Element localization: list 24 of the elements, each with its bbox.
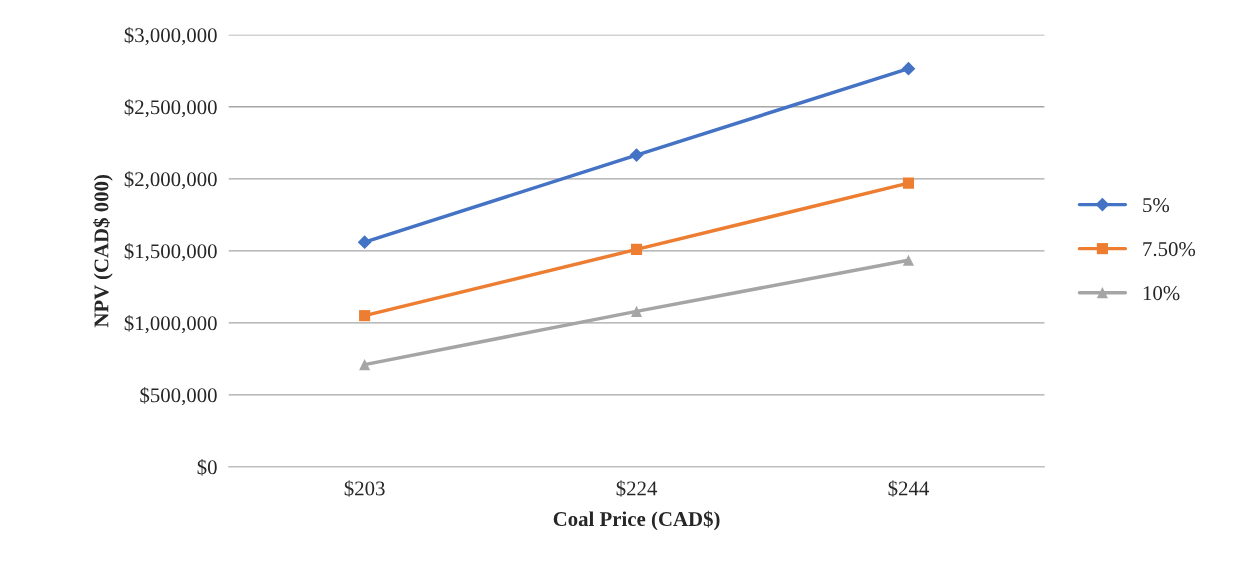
point (902, 177, 915, 189)
legend-label: 5% (1143, 198, 1170, 213)
legend-label: 10% (1143, 286, 1180, 301)
x-tick-label: $244 (888, 480, 929, 497)
y-axis-title: NPV (CAD$ 000) (93, 174, 113, 328)
y-tick-label: $1,500,000 (124, 242, 217, 262)
point (359, 310, 371, 322)
y-tick-label: $0 (197, 459, 217, 476)
point (357, 235, 372, 250)
y-tick-label: $2,500,000 (124, 98, 217, 118)
x-tick-label: $224 (616, 480, 658, 497)
point (902, 254, 915, 266)
legend-label: 7.50% (1143, 242, 1196, 257)
y-tick-label: $1,000,000 (124, 315, 217, 334)
y-tick-label: $3,000,000 (124, 26, 217, 46)
point (629, 148, 644, 162)
point (901, 61, 916, 76)
point (359, 359, 371, 371)
y-tick-label: $2,000,000 (124, 170, 217, 190)
point (630, 305, 643, 317)
y-tick-label: $500,000 (140, 387, 217, 406)
x-axis-title: Coal Price (CAD$) (553, 510, 720, 531)
x-tick-label: $203 (344, 480, 385, 497)
point (630, 243, 643, 255)
